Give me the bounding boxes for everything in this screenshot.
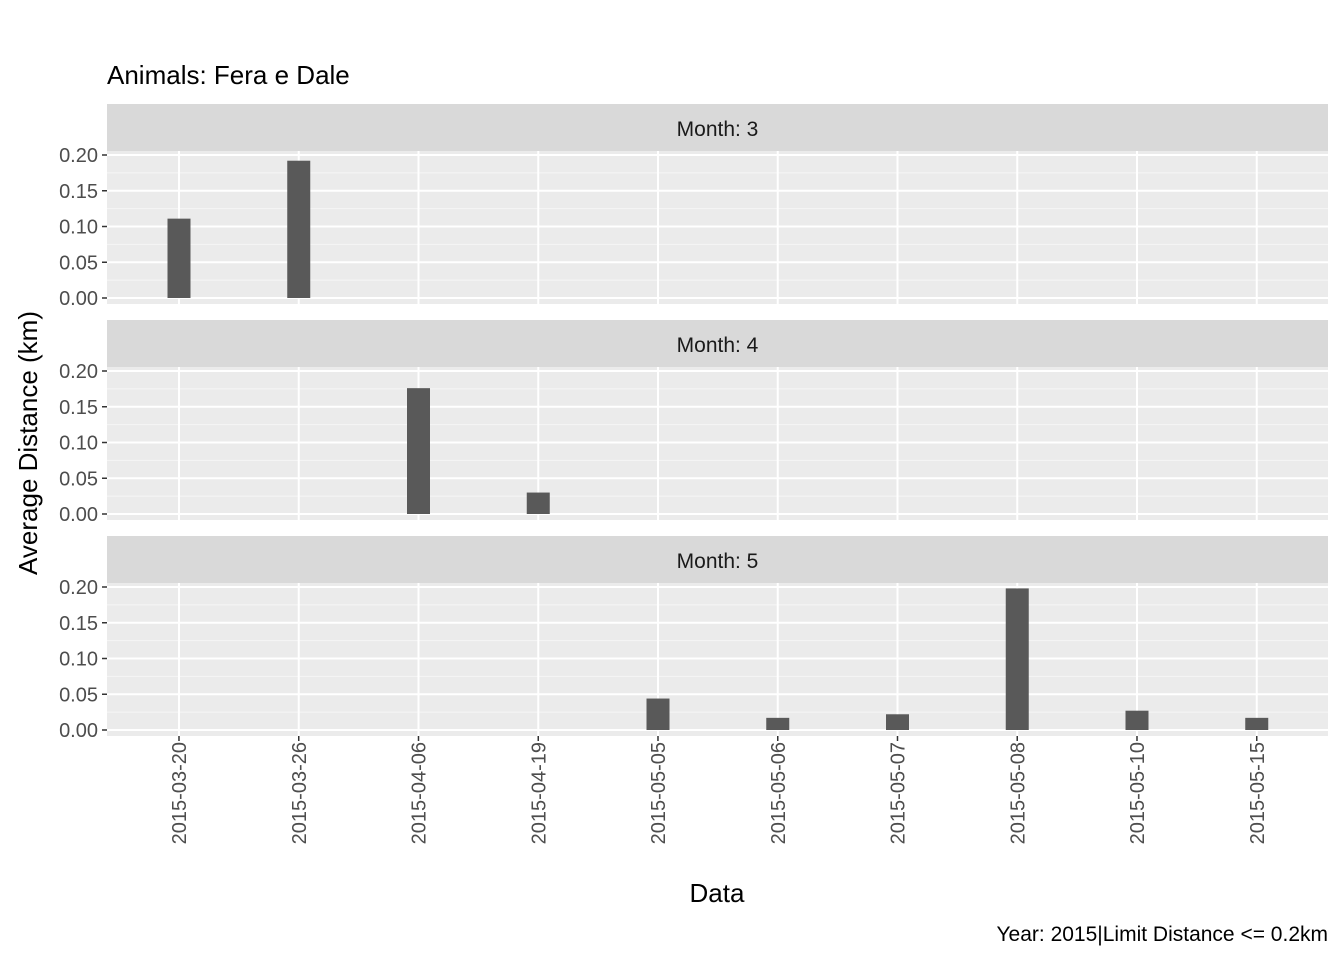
- facet-strip-label: Month: 3: [677, 118, 759, 141]
- y-tick-label: 0.20: [59, 361, 98, 383]
- bar-2015-03-20: [167, 218, 191, 298]
- facet-panel: Month: 5 0.00 0.05 0.10 0.15 0.20: [59, 536, 1328, 742]
- y-tick-label: 0.10: [59, 433, 98, 455]
- x-tick-label: 2015-05-05: [648, 742, 670, 844]
- chart-title: Animals: Fera e Dale: [107, 60, 350, 90]
- facet-strip-label: Month: 4: [677, 334, 759, 357]
- facet-strip: [107, 320, 1328, 367]
- bar-2015-05-07: [886, 714, 909, 730]
- y-tick-label: 0.15: [59, 397, 98, 419]
- y-tick-label: 0.15: [59, 181, 98, 203]
- x-axis-title: Data: [690, 878, 745, 908]
- bar-2015-05-06: [766, 717, 790, 730]
- x-tick-label: 2015-04-06: [409, 742, 431, 844]
- y-tick-label: 0.05: [59, 252, 98, 274]
- bar-2015-04-06: [407, 388, 430, 514]
- x-tick-label: 2015-05-10: [1127, 742, 1149, 844]
- bar-2015-04-19: [526, 492, 550, 514]
- x-tick-label: 2015-03-20: [169, 742, 191, 844]
- x-tick-label: 2015-05-06: [768, 742, 790, 844]
- y-tick-label: 0.20: [59, 577, 98, 599]
- chart-caption: Year: 2015|Limit Distance <= 0.2km: [996, 923, 1328, 946]
- x-tick-label: 2015-05-08: [1007, 742, 1029, 844]
- y-axis-title: Average Distance (km): [13, 311, 43, 575]
- y-tick-label: 0.15: [59, 613, 98, 635]
- facet-panel: Month: 4 0.00 0.05 0.10 0.15 0.20: [59, 320, 1328, 526]
- x-tick-label: 2015-05-15: [1247, 742, 1269, 844]
- facet-panels: Month: 3 0.00 0.05 0.10 0.15 0.20 Month: 4 0.00…: [59, 104, 1328, 742]
- y-tick-label: 0.00: [59, 504, 98, 526]
- y-tick-label: 0.20: [59, 145, 98, 167]
- y-tick-label: 0.05: [59, 468, 98, 490]
- x-axis-ticks: 2015-03-20 2015-03-26 2015-04-06 2015-04-19…: [169, 736, 1269, 844]
- x-tick-label: 2015-03-26: [289, 742, 311, 844]
- facet-panel: Month: 3 0.00 0.05 0.10 0.15 0.20: [59, 104, 1328, 310]
- bar-2015-05-05: [646, 698, 670, 730]
- bar-2015-03-26: [287, 160, 311, 298]
- y-tick-label: 0.10: [59, 649, 98, 671]
- facet-strip: [107, 536, 1328, 583]
- y-tick-label: 0.00: [59, 720, 98, 742]
- facet-strip: [107, 104, 1328, 151]
- x-tick-label: 2015-05-07: [888, 742, 910, 844]
- bar-2015-05-08: [1005, 588, 1029, 730]
- y-tick-label: 0.00: [59, 288, 98, 310]
- y-tick-label: 0.10: [59, 217, 98, 239]
- y-tick-label: 0.05: [59, 684, 98, 706]
- facet-strip-label: Month: 5: [677, 550, 759, 573]
- bar-2015-05-15: [1245, 717, 1269, 730]
- x-tick-label: 2015-04-19: [528, 742, 550, 844]
- bar-2015-05-10: [1125, 710, 1149, 730]
